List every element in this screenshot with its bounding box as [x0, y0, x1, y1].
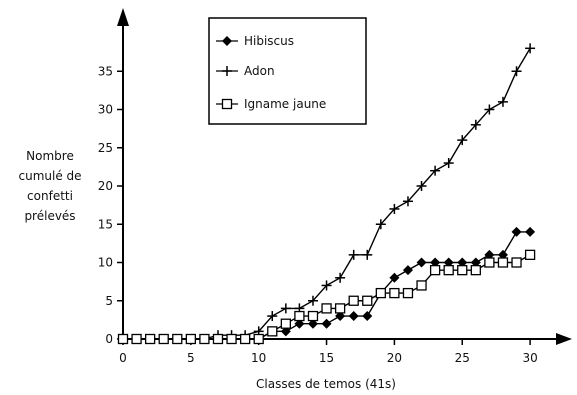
data-point-adon	[525, 43, 536, 54]
data-point-igname-jaune	[185, 333, 197, 345]
x-axis-arrow	[556, 333, 572, 345]
y-axis-arrow	[117, 8, 129, 26]
data-point-hibiscus	[321, 318, 332, 329]
series-layer	[117, 43, 536, 345]
data-point-hibiscus	[307, 318, 318, 329]
data-point-hibiscus	[416, 257, 427, 268]
y-axis-title-line: prélevés	[24, 209, 75, 223]
data-point-igname-jaune	[362, 295, 373, 306]
data-point-igname-jaune	[389, 287, 400, 299]
data-point-hibiscus	[389, 272, 400, 283]
x-tick-label: 10	[251, 351, 266, 365]
y-tick-label: 35	[98, 64, 113, 78]
data-point-igname-jaune	[239, 333, 251, 345]
data-point-adon	[321, 280, 332, 291]
legend-label: Adon	[244, 64, 275, 78]
data-point-adon	[280, 303, 291, 314]
data-point-igname-jaune	[511, 257, 522, 268]
data-point-adon	[348, 249, 359, 260]
y-tick-label: 25	[98, 141, 113, 155]
data-point-igname-jaune	[402, 287, 414, 299]
data-point-igname-jaune	[267, 326, 278, 337]
data-point-igname-jaune	[429, 264, 441, 276]
y-tick-label: 30	[98, 103, 113, 117]
data-point-adon	[470, 119, 481, 130]
y-axis-title-line: confetti	[27, 189, 73, 203]
data-point-hibiscus	[402, 265, 413, 276]
y-axis-title-line: Nombre	[26, 149, 74, 163]
data-point-hibiscus	[294, 318, 305, 329]
legend-marker-adon	[222, 66, 232, 76]
data-point-hibiscus	[525, 226, 536, 237]
data-point-igname-jaune	[375, 287, 386, 299]
data-point-igname-jaune	[334, 303, 346, 314]
data-point-igname-jaune	[443, 264, 454, 276]
data-point-adon	[307, 295, 318, 306]
data-point-igname-jaune	[226, 333, 237, 345]
legend-item-adon: Adon	[216, 64, 275, 78]
legend-marker-hibiscus	[222, 36, 232, 46]
data-point-igname-jaune	[294, 310, 305, 322]
data-point-igname-jaune	[144, 333, 156, 345]
data-point-igname-jaune	[470, 264, 481, 276]
data-point-adon	[457, 135, 468, 146]
y-tick-label: 5	[105, 294, 113, 308]
data-point-igname-jaune	[131, 333, 142, 345]
data-point-igname-jaune	[497, 257, 509, 268]
data-point-igname-jaune	[307, 310, 319, 322]
legend-label: Hibiscus	[244, 34, 294, 48]
y-tick-label: 0	[105, 332, 113, 346]
data-point-igname-jaune	[416, 280, 427, 291]
x-tick-label: 25	[455, 351, 470, 365]
legend-label: Igname jaune	[244, 97, 326, 111]
data-point-igname-jaune	[348, 295, 359, 306]
data-point-igname-jaune	[524, 249, 536, 261]
y-tick-label: 15	[98, 217, 113, 231]
data-point-adon	[443, 158, 454, 169]
y-axis-title-line: cumulé de	[18, 169, 81, 183]
data-point-igname-jaune	[457, 264, 468, 276]
x-tick-label: 30	[522, 351, 537, 365]
data-point-igname-jaune	[321, 303, 332, 314]
data-point-adon	[389, 203, 400, 214]
legend: Hibiscus Adon Igname jaune	[208, 17, 367, 125]
data-point-adon	[416, 181, 427, 191]
data-point-adon	[497, 96, 508, 107]
data-point-adon	[402, 196, 413, 207]
y-tick-label: 10	[98, 256, 113, 270]
y-axis-title: Nombre cumulé de confetti prélevés	[18, 149, 81, 223]
data-point-hibiscus	[348, 311, 359, 322]
x-tick-label: 0	[119, 351, 127, 365]
data-point-igname-jaune	[199, 333, 210, 345]
data-point-adon	[267, 311, 278, 322]
data-point-hibiscus	[511, 226, 522, 237]
x-axis-title: Classes de temos (41s)	[256, 377, 396, 391]
data-point-adon	[375, 219, 386, 230]
legend-item-hibiscus: Hibiscus	[216, 34, 294, 48]
data-point-igname-jaune	[484, 257, 495, 268]
data-point-igname-jaune	[158, 333, 169, 345]
x-tick-label: 15	[319, 351, 334, 365]
legend-item-igname-jaune: Igname jaune	[216, 97, 326, 111]
data-point-igname-jaune	[212, 333, 224, 345]
x-tick-label: 20	[387, 351, 402, 365]
data-point-igname-jaune	[172, 333, 183, 345]
data-point-adon	[335, 272, 346, 283]
series-igname-jaune	[117, 249, 536, 345]
data-point-igname-jaune	[117, 333, 129, 345]
x-tick-label: 5	[187, 351, 195, 365]
data-point-adon	[430, 165, 441, 176]
data-point-adon	[511, 66, 522, 77]
data-point-igname-jaune	[280, 318, 291, 329]
data-point-hibiscus	[362, 311, 373, 322]
y-tick-label: 20	[98, 179, 113, 193]
data-point-adon	[484, 104, 495, 115]
data-point-igname-jaune	[253, 333, 264, 345]
data-point-adon	[362, 249, 373, 260]
legend-marker-igname-jaune	[221, 98, 233, 110]
